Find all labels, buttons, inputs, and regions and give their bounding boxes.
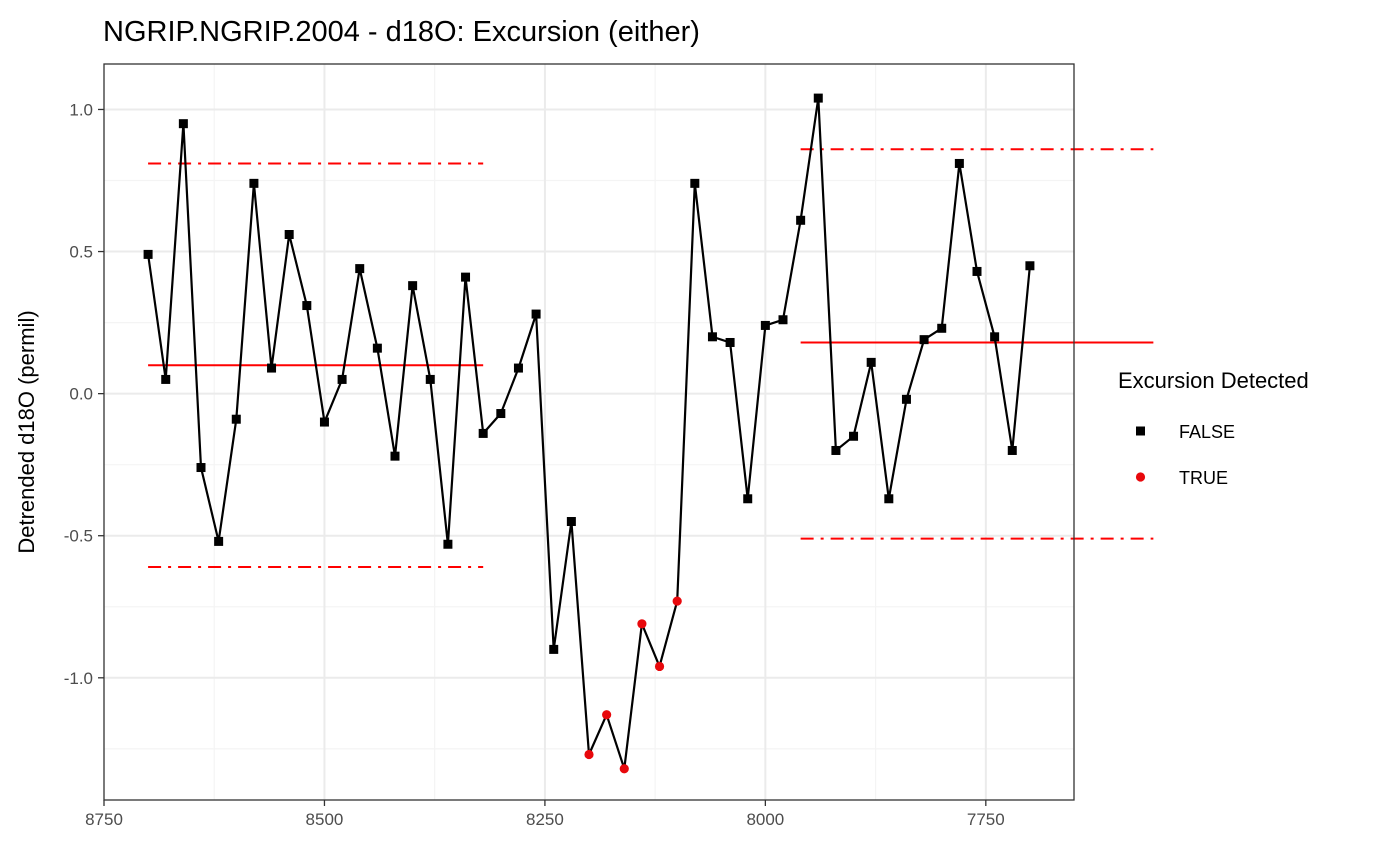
data-point-false bbox=[337, 374, 347, 384]
minor-gridlines bbox=[104, 64, 1074, 800]
data-point-false bbox=[760, 320, 770, 330]
legend-label: TRUE bbox=[1179, 468, 1228, 488]
legend: Excursion Detected FALSE TRUE bbox=[1118, 368, 1309, 488]
y-tick-label: 0.5 bbox=[69, 243, 93, 262]
data-point-false bbox=[496, 409, 506, 419]
data-point-false bbox=[319, 417, 329, 427]
y-tick-label: 1.0 bbox=[69, 100, 93, 119]
x-tick-label: 8000 bbox=[746, 810, 784, 829]
legend-symbol-circle bbox=[1135, 472, 1146, 482]
data-point-false bbox=[725, 337, 735, 347]
legend-label: FALSE bbox=[1179, 422, 1235, 442]
series-line-group bbox=[147, 96, 1031, 770]
data-point-false bbox=[831, 445, 841, 455]
data-point-true bbox=[654, 661, 665, 672]
y-tick-label: 0.0 bbox=[69, 385, 93, 404]
x-tick-label: 8750 bbox=[85, 810, 123, 829]
data-point-false bbox=[214, 536, 224, 546]
data-point-false bbox=[284, 230, 294, 240]
data-point-false bbox=[566, 517, 576, 527]
data-point-false bbox=[478, 428, 488, 438]
data-point-false bbox=[302, 301, 312, 311]
x-axis: 8750 8500 8250 8000 7750 bbox=[85, 800, 1005, 829]
data-point-false bbox=[884, 494, 894, 504]
data-point-false bbox=[355, 264, 365, 274]
y-axis: -1.0 -0.5 0.0 0.5 1.0 bbox=[64, 100, 104, 688]
y-tick-label: -0.5 bbox=[64, 527, 93, 546]
data-point-false bbox=[937, 323, 947, 333]
data-point-false bbox=[954, 158, 964, 168]
data-point-false bbox=[408, 281, 418, 291]
data-point-false bbox=[161, 374, 171, 384]
legend-title: Excursion Detected bbox=[1118, 368, 1309, 393]
data-point-false bbox=[390, 451, 400, 461]
data-point-false bbox=[549, 644, 559, 654]
data-point-false bbox=[196, 463, 206, 473]
data-point-false bbox=[249, 178, 259, 188]
major-gridlines bbox=[104, 64, 1074, 800]
data-point-true bbox=[637, 619, 647, 629]
y-axis-title: Detrended d18O (permil) bbox=[14, 310, 39, 553]
data-point-false bbox=[990, 332, 1000, 342]
data-point-false bbox=[143, 249, 153, 259]
data-point-false bbox=[919, 335, 929, 345]
data-point-false bbox=[443, 539, 453, 549]
data-point-false bbox=[267, 363, 277, 373]
data-point-false bbox=[513, 363, 523, 373]
data-point-false bbox=[813, 93, 823, 103]
chart-title: NGRIP.NGRIP.2004 - d18O: Excursion (eith… bbox=[103, 16, 700, 48]
reference-lines bbox=[148, 148, 1154, 568]
legend-entries: FALSE TRUE bbox=[1135, 422, 1235, 488]
y-tick-label: -1.0 bbox=[64, 669, 93, 688]
data-point-false bbox=[178, 119, 188, 129]
data-points bbox=[143, 93, 1035, 774]
data-point-true bbox=[602, 710, 612, 720]
data-point-false bbox=[461, 272, 471, 282]
legend-symbol-square bbox=[1136, 426, 1145, 436]
data-point-false bbox=[372, 343, 382, 353]
series-line bbox=[147, 96, 1031, 770]
data-point-false bbox=[231, 414, 241, 424]
data-point-false bbox=[531, 309, 541, 319]
data-point-true bbox=[672, 596, 682, 606]
data-point-false bbox=[707, 332, 717, 342]
x-tick-label: 8250 bbox=[526, 810, 564, 829]
data-point-false bbox=[901, 394, 911, 404]
data-point-false bbox=[866, 357, 876, 367]
data-point-false bbox=[1025, 261, 1035, 271]
panel-border bbox=[103, 63, 1075, 801]
data-point-false bbox=[743, 494, 753, 504]
data-point-true bbox=[619, 764, 629, 774]
data-point-false bbox=[1007, 445, 1017, 455]
x-tick-label: 7750 bbox=[967, 810, 1005, 829]
x-tick-label: 8500 bbox=[306, 810, 344, 829]
data-point-false bbox=[690, 178, 700, 188]
data-point-false bbox=[425, 374, 435, 384]
data-point-false bbox=[972, 266, 982, 276]
data-point-false bbox=[849, 431, 859, 441]
data-point-false bbox=[778, 315, 788, 325]
data-point-false bbox=[796, 215, 806, 225]
data-point-true bbox=[584, 749, 594, 760]
